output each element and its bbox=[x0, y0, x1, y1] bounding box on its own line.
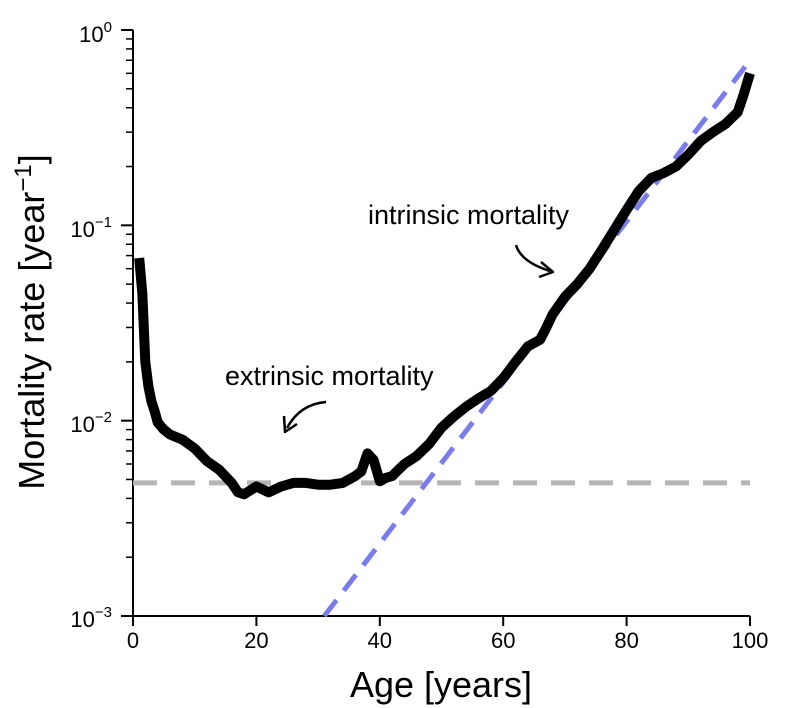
intrinsic-fit-line bbox=[322, 58, 752, 618]
y-tick-exp-0.001: −3 bbox=[95, 604, 112, 621]
y-axis-title-main: Mortality rate [year bbox=[11, 192, 52, 490]
x-ticks bbox=[132, 616, 751, 626]
x-tick-label-60: 60 bbox=[491, 628, 515, 653]
x-axis-title: Age [years] bbox=[350, 664, 532, 705]
y-axis-title-sup: −1 bbox=[10, 164, 37, 191]
y-tick-label-0.1: 10−1 bbox=[70, 214, 112, 242]
annotation-intrinsic-arrow bbox=[514, 244, 551, 273]
x-tick-label-100: 100 bbox=[732, 628, 769, 653]
x-tick-label-20: 20 bbox=[244, 628, 268, 653]
x-tick-label-40: 40 bbox=[368, 628, 392, 653]
annotation-extrinsic-arrow bbox=[285, 400, 327, 429]
y-tick-exp-0.01: −2 bbox=[95, 409, 112, 426]
annotation-intrinsic: intrinsic mortality bbox=[368, 200, 570, 230]
y-tick-base-0.001: 10 bbox=[70, 607, 94, 632]
y-tick-exp-1: 0 bbox=[104, 19, 112, 36]
annotation-intrinsic-arrowhead bbox=[538, 261, 555, 279]
x-tick-label-0: 0 bbox=[127, 628, 139, 653]
y-axis-title-close: ] bbox=[11, 154, 52, 164]
y-tick-label-0.001: 10−3 bbox=[70, 604, 112, 632]
y-tick-base-0.01: 10 bbox=[70, 412, 94, 437]
x-tick-label-80: 80 bbox=[614, 628, 638, 653]
y-major-ticks bbox=[121, 29, 133, 617]
y-tick-label-1: 100 bbox=[79, 19, 112, 47]
annotation-extrinsic: extrinsic mortality bbox=[225, 361, 434, 391]
y-tick-base-1: 10 bbox=[79, 22, 103, 47]
y-axis-title: Mortality rate [year−1] bbox=[10, 154, 52, 489]
annotation-extrinsic-arrowhead bbox=[282, 415, 298, 434]
y-tick-exp-0.1: −1 bbox=[95, 214, 112, 231]
mortality-rate-line bbox=[134, 71, 755, 500]
y-tick-base-0.1: 10 bbox=[70, 217, 94, 242]
y-minor-ticks bbox=[126, 38, 133, 558]
y-tick-label-0.01: 10−2 bbox=[70, 409, 112, 437]
